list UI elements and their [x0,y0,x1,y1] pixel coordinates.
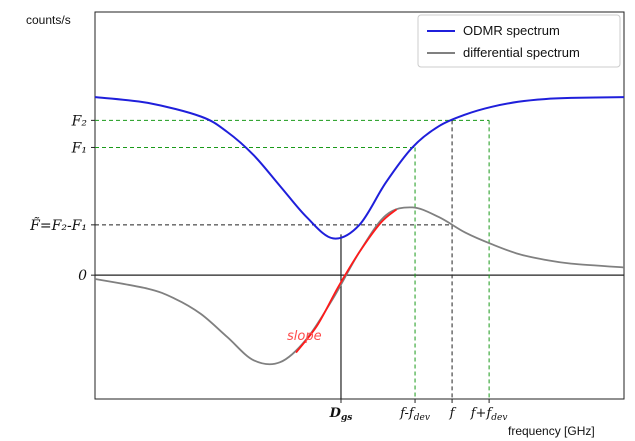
legend-label-differential: differential spectrum [463,45,580,60]
x-tick-label: f-fdev [399,406,430,423]
slope-line [295,208,398,354]
y-tick-label: 0 [78,268,87,284]
y-tick-labels: F₂ F₁ F̃=F₂-F₁ 0 [29,113,95,284]
plot-frame [94,11,625,400]
y-tick-label: F₁ [71,140,87,156]
y-tick-label: F̃=F₂-F₁ [29,216,87,234]
odmr-spectrum-line [94,96,625,240]
x-tick-label: f [449,406,457,421]
x-tick-labels: Dgs f-fdev f f+fdev [329,399,508,423]
slope-annotation: slope [287,329,322,344]
x-tick-label: Dgs [329,406,353,423]
y-axis-label: counts/s [26,13,71,27]
legend-box [417,14,621,68]
guide-lines [95,119,624,399]
x-tick-label: f+fdev [470,406,508,423]
legend-label-odmr: ODMR spectrum [463,23,560,38]
series-layer [94,96,625,366]
legend: ODMR spectrum differential spectrum [417,14,621,68]
y-tick-label: F₂ [71,113,88,129]
x-axis-label: frequency [GHz] [508,424,595,438]
